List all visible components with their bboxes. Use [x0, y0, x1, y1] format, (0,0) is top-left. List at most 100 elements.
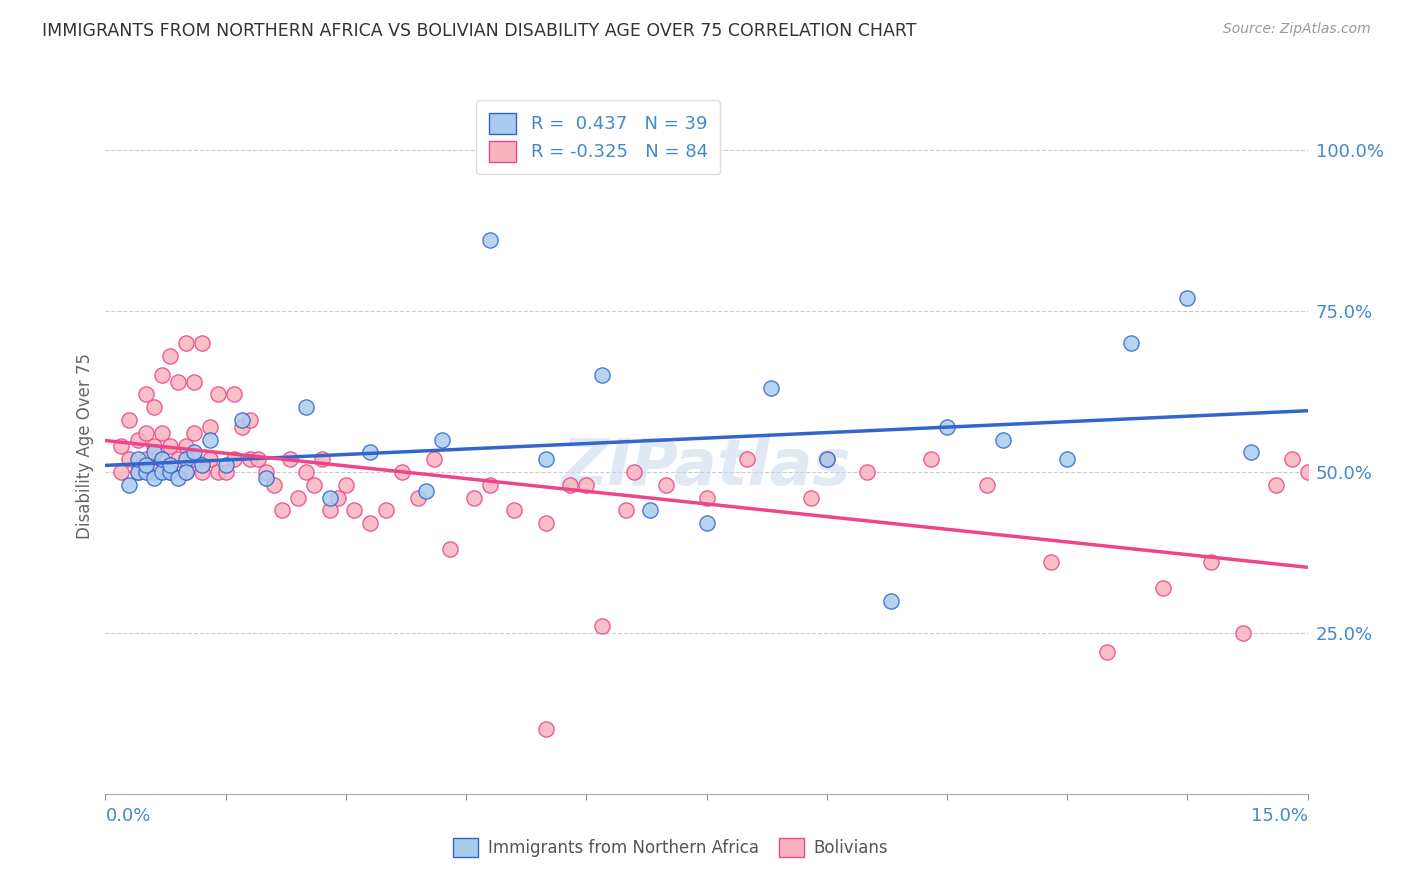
Point	[880, 593, 903, 607]
Point	[560, 477, 582, 491]
Point	[359, 516, 381, 531]
Point	[135, 426, 157, 441]
Point	[150, 451, 173, 466]
Point	[616, 503, 638, 517]
Point	[150, 368, 173, 383]
Point	[118, 477, 141, 491]
Point	[150, 465, 173, 479]
Point	[142, 439, 165, 453]
Point	[207, 387, 229, 401]
Point	[142, 471, 165, 485]
Point	[640, 503, 662, 517]
Point	[623, 465, 645, 479]
Point	[198, 433, 221, 447]
Point	[214, 458, 236, 473]
Point	[463, 491, 485, 505]
Point	[1312, 555, 1334, 569]
Point	[127, 451, 149, 466]
Point	[815, 451, 838, 466]
Point	[166, 451, 188, 466]
Point	[1329, 619, 1351, 633]
Point	[759, 381, 782, 395]
Point	[855, 465, 877, 479]
Point	[1296, 465, 1319, 479]
Point	[359, 445, 381, 459]
Point	[1040, 555, 1063, 569]
Point	[183, 375, 205, 389]
Point	[406, 491, 429, 505]
Point	[439, 542, 461, 557]
Point	[150, 426, 173, 441]
Point	[159, 349, 181, 363]
Point	[278, 451, 301, 466]
Point	[1232, 625, 1254, 640]
Legend: Immigrants from Northern Africa, Bolivians: Immigrants from Northern Africa, Bolivia…	[444, 830, 897, 865]
Point	[591, 619, 613, 633]
Point	[214, 465, 236, 479]
Point	[207, 465, 229, 479]
Point	[174, 465, 197, 479]
Text: 15.0%: 15.0%	[1250, 807, 1308, 825]
Point	[190, 465, 212, 479]
Point	[534, 451, 557, 466]
Point	[415, 484, 437, 499]
Point	[503, 503, 526, 517]
Y-axis label: Disability Age Over 75: Disability Age Over 75	[76, 353, 94, 539]
Text: 0.0%: 0.0%	[105, 807, 150, 825]
Point	[1281, 451, 1303, 466]
Point	[142, 445, 165, 459]
Point	[1201, 555, 1223, 569]
Point	[174, 335, 197, 350]
Point	[575, 477, 598, 491]
Point	[430, 433, 453, 447]
Point	[696, 516, 718, 531]
Point	[319, 503, 342, 517]
Point	[231, 419, 253, 434]
Point	[263, 477, 285, 491]
Point	[326, 491, 349, 505]
Point	[127, 465, 149, 479]
Point	[311, 451, 333, 466]
Point	[270, 503, 292, 517]
Point	[231, 413, 253, 427]
Point	[159, 458, 181, 473]
Point	[110, 465, 132, 479]
Point	[198, 451, 221, 466]
Point	[1240, 445, 1263, 459]
Point	[190, 335, 212, 350]
Point	[239, 413, 262, 427]
Point	[319, 491, 342, 505]
Point	[166, 471, 188, 485]
Point	[1152, 581, 1174, 595]
Point	[174, 439, 197, 453]
Point	[222, 451, 245, 466]
Point	[374, 503, 398, 517]
Point	[142, 401, 165, 415]
Point	[295, 465, 318, 479]
Point	[287, 491, 309, 505]
Point	[150, 451, 173, 466]
Text: Source: ZipAtlas.com: Source: ZipAtlas.com	[1223, 22, 1371, 37]
Point	[534, 723, 557, 737]
Point	[295, 401, 318, 415]
Text: IMMIGRANTS FROM NORTHERN AFRICA VS BOLIVIAN DISABILITY AGE OVER 75 CORRELATION C: IMMIGRANTS FROM NORTHERN AFRICA VS BOLIV…	[42, 22, 917, 40]
Point	[800, 491, 823, 505]
Point	[190, 458, 212, 473]
Point	[183, 445, 205, 459]
Point	[239, 451, 262, 466]
Point	[183, 451, 205, 466]
Point	[591, 368, 613, 383]
Point	[174, 465, 197, 479]
Point	[534, 516, 557, 531]
Point	[423, 451, 446, 466]
Point	[127, 433, 149, 447]
Point	[936, 419, 959, 434]
Point	[183, 426, 205, 441]
Point	[118, 451, 141, 466]
Point	[991, 433, 1014, 447]
Point	[127, 465, 149, 479]
Point	[391, 465, 413, 479]
Point	[479, 233, 502, 247]
Point	[159, 465, 181, 479]
Point	[174, 451, 197, 466]
